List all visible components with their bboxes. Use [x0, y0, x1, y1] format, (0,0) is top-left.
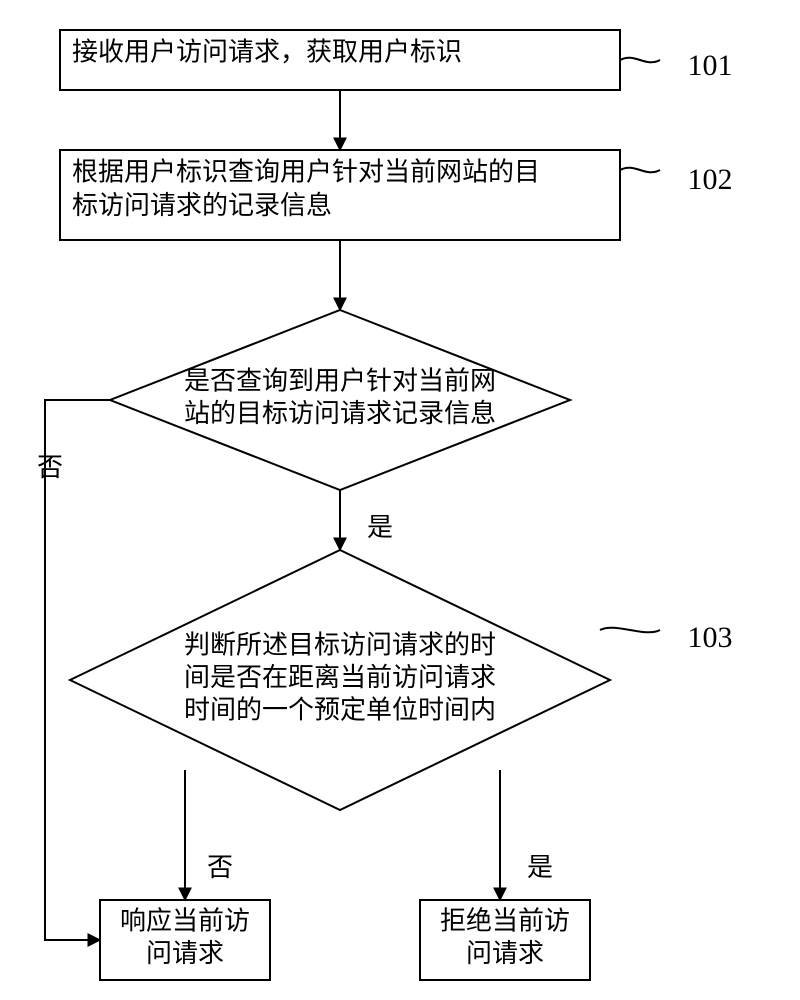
svg-text:否: 否 — [207, 853, 233, 882]
svg-text:是: 是 — [527, 853, 553, 882]
svg-text:问请求: 问请求 — [466, 939, 544, 968]
svg-text:判断所述目标访问请求的时: 判断所述目标访问请求的时 — [184, 630, 496, 659]
svg-text:站的目标访问请求记录信息: 站的目标访问请求记录信息 — [184, 399, 496, 428]
svg-text:接收用户访问请求，获取用户标识: 接收用户访问请求，获取用户标识 — [72, 37, 462, 66]
svg-text:拒绝当前访: 拒绝当前访 — [440, 907, 570, 936]
svg-text:根据用户标识查询用户针对当前网站的目: 根据用户标识查询用户针对当前网站的目 — [72, 157, 540, 186]
svg-text:标访问请求的记录信息: 标访问请求的记录信息 — [72, 191, 332, 220]
svg-text:是: 是 — [367, 513, 393, 542]
svg-text:否: 否 — [37, 453, 63, 482]
svg-text:响应当前访: 响应当前访 — [120, 907, 250, 936]
svg-text:102: 102 — [688, 163, 733, 196]
svg-text:间是否在距离当前访问请求: 间是否在距离当前访问请求 — [184, 663, 496, 692]
svg-text:101: 101 — [688, 49, 733, 82]
svg-text:问请求: 问请求 — [146, 939, 224, 968]
svg-text:是否查询到用户针对当前网: 是否查询到用户针对当前网 — [184, 367, 496, 396]
svg-text:时间的一个预定单位时间内: 时间的一个预定单位时间内 — [184, 695, 496, 724]
svg-text:103: 103 — [688, 621, 733, 654]
